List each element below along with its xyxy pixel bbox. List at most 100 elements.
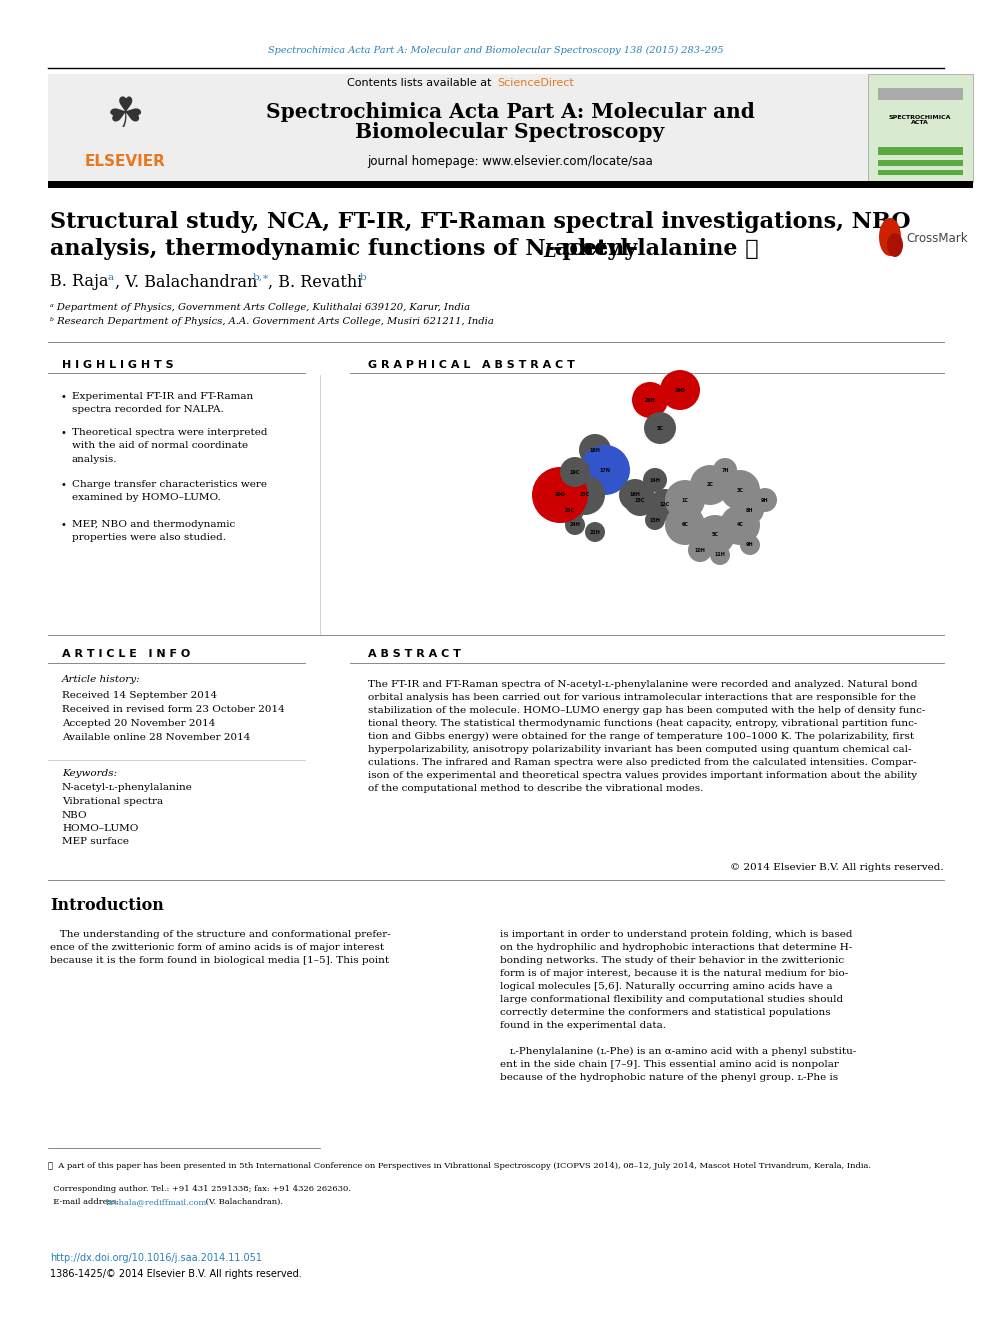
Circle shape [632, 382, 668, 418]
Text: stabilization of the molecule. HOMO–LUMO energy gap has been computed with the h: stabilization of the molecule. HOMO–LUMO… [368, 706, 926, 714]
Text: because it is the form found in biological media [1–5]. This point: because it is the form found in biologic… [50, 957, 389, 964]
Text: 6C: 6C [682, 523, 688, 528]
Circle shape [720, 470, 760, 509]
Ellipse shape [887, 233, 903, 257]
Text: found in the experimental data.: found in the experimental data. [500, 1021, 666, 1031]
Text: culations. The infrared and Raman spectra were also predicted from the calculate: culations. The infrared and Raman spectr… [368, 758, 917, 767]
Bar [878, 160, 963, 165]
Text: b,∗: b,∗ [253, 273, 270, 282]
Text: B. Raja: B. Raja [50, 274, 108, 291]
Bar [878, 169, 963, 175]
Bar [48, 74, 868, 183]
Text: ence of the zwitterionic form of amino acids is of major interest: ence of the zwitterionic form of amino a… [50, 943, 384, 953]
Text: Introduction: Introduction [50, 897, 164, 913]
Text: 9H: 9H [746, 542, 754, 548]
Text: ScienceDirect: ScienceDirect [497, 78, 573, 89]
Text: E-mail address:: E-mail address: [48, 1199, 122, 1207]
Text: b: b [360, 273, 367, 282]
Text: on the hydrophilic and hydrophobic interactions that determine H-: on the hydrophilic and hydrophobic inter… [500, 943, 852, 953]
Text: Vibrational spectra: Vibrational spectra [62, 796, 163, 806]
Text: with the aid of normal coordinate: with the aid of normal coordinate [72, 442, 248, 451]
Circle shape [565, 515, 585, 534]
Text: examined by HOMO–LUMO.: examined by HOMO–LUMO. [72, 493, 221, 503]
Text: (V. Balachandran).: (V. Balachandran). [203, 1199, 283, 1207]
Circle shape [753, 488, 777, 512]
Text: 28H: 28H [645, 397, 656, 402]
Text: 23C: 23C [580, 492, 590, 497]
Text: , B. Revathi: , B. Revathi [268, 274, 362, 291]
Text: -phenylalanine ☆: -phenylalanine ☆ [553, 238, 759, 261]
Text: 5C: 5C [711, 532, 718, 537]
Bar [878, 89, 963, 101]
Circle shape [688, 538, 712, 562]
Text: spectra recorded for NALPA.: spectra recorded for NALPA. [72, 406, 224, 414]
Text: , V. Balachandran: , V. Balachandran [115, 274, 257, 291]
Text: 9H: 9H [761, 497, 769, 503]
Text: 13H: 13H [650, 517, 661, 523]
Circle shape [665, 505, 705, 545]
Text: •: • [60, 520, 65, 531]
Text: 8H: 8H [746, 508, 754, 512]
Text: 24H: 24H [569, 523, 580, 528]
Text: 1C: 1C [682, 497, 688, 503]
Text: of the computational method to describe the vibrational modes.: of the computational method to describe … [368, 785, 703, 792]
Text: NBO: NBO [62, 811, 87, 819]
Text: brshala@rediffmail.com: brshala@rediffmail.com [106, 1199, 207, 1207]
Text: 1386-1425/© 2014 Elsevier B.V. All rights reserved.: 1386-1425/© 2014 Elsevier B.V. All right… [50, 1269, 302, 1279]
Text: Keywords:: Keywords: [62, 770, 117, 778]
Text: http://dx.doi.org/10.1016/j.saa.2014.11.051: http://dx.doi.org/10.1016/j.saa.2014.11.… [50, 1253, 262, 1263]
Text: logical molecules [5,6]. Naturally occurring amino acids have a: logical molecules [5,6]. Naturally occur… [500, 982, 832, 991]
Text: A B S T R A C T: A B S T R A C T [368, 650, 461, 659]
Text: tional theory. The statistical thermodynamic functions (heat capacity, entropy, : tional theory. The statistical thermodyn… [368, 718, 918, 728]
Text: 4C: 4C [737, 523, 743, 528]
Text: HOMO–LUMO: HOMO–LUMO [62, 824, 138, 833]
Text: journal homepage: www.elsevier.com/locate/saa: journal homepage: www.elsevier.com/locat… [367, 156, 653, 168]
Text: L: L [543, 243, 556, 261]
Text: analysis, thermodynamic functions of N-acetyl-: analysis, thermodynamic functions of N-a… [50, 238, 638, 261]
Text: Spectrochimica Acta Part A: Molecular and Biomolecular Spectroscopy 138 (2015) 2: Spectrochimica Acta Part A: Molecular an… [268, 45, 724, 54]
Text: 10H: 10H [694, 548, 705, 553]
Text: Spectrochimica Acta Part A: Molecular and: Spectrochimica Acta Part A: Molecular an… [266, 102, 755, 122]
Text: analysis.: analysis. [72, 455, 117, 464]
Text: Received in revised form 23 October 2014: Received in revised form 23 October 2014 [62, 705, 285, 713]
Text: 12C: 12C [660, 503, 671, 508]
Text: ʟ-Phenylalanine (ʟ-Phe) is an α-amino acid with a phenyl substitu-: ʟ-Phenylalanine (ʟ-Phe) is an α-amino ac… [500, 1046, 856, 1056]
Circle shape [690, 464, 730, 505]
Text: ᵃ Department of Physics, Government Arts College, Kulithalai 639120, Karur, Indi: ᵃ Department of Physics, Government Arts… [50, 303, 470, 312]
Text: properties were also studied.: properties were also studied. [72, 533, 226, 542]
Text: MEP, NBO and thermodynamic: MEP, NBO and thermodynamic [72, 520, 235, 529]
Circle shape [579, 434, 611, 466]
Text: form is of major interest, because it is the natural medium for bio-: form is of major interest, because it is… [500, 968, 848, 978]
Text: ★  A part of this paper has been presented in 5th International Conference on Pe: ★ A part of this paper has been presente… [48, 1162, 871, 1170]
Text: •: • [60, 429, 65, 438]
Text: 7H: 7H [721, 467, 729, 472]
Text: orbital analysis has been carried out for various intramolecular interactions th: orbital analysis has been carried out fo… [368, 693, 916, 703]
Circle shape [624, 484, 656, 516]
Circle shape [643, 468, 667, 492]
Text: Structural study, NCA, FT-IR, FT-Raman spectral investigations, NBO: Structural study, NCA, FT-IR, FT-Raman s… [50, 210, 911, 233]
Text: 17N: 17N [599, 467, 610, 472]
Circle shape [720, 505, 760, 545]
Text: Experimental FT-IR and FT-Raman: Experimental FT-IR and FT-Raman [72, 392, 253, 401]
Text: Theoretical spectra were interpreted: Theoretical spectra were interpreted [72, 429, 268, 437]
Text: 5C: 5C [657, 426, 664, 430]
Text: bonding networks. The study of their behavior in the zwitterionic: bonding networks. The study of their beh… [500, 957, 844, 964]
Circle shape [695, 515, 735, 556]
Text: 3C: 3C [737, 487, 743, 492]
Circle shape [740, 534, 760, 556]
Circle shape [644, 411, 676, 445]
Text: The FT-IR and FT-Raman spectra of N-acetyl-ʟ-phenylalanine were recorded and ana: The FT-IR and FT-Raman spectra of N-acet… [368, 680, 918, 689]
Text: 19C: 19C [569, 470, 580, 475]
Circle shape [619, 479, 651, 511]
Text: 20O: 20O [555, 492, 565, 497]
Text: correctly determine the conformers and statistical populations: correctly determine the conformers and s… [500, 1008, 830, 1017]
Text: because of the hydrophobic nature of the phenyl group. ʟ-Phe is: because of the hydrophobic nature of the… [500, 1073, 838, 1082]
Text: 14H: 14H [650, 478, 661, 483]
Circle shape [585, 523, 605, 542]
Text: Biomolecular Spectroscopy: Biomolecular Spectroscopy [355, 122, 665, 142]
Text: 16H: 16H [630, 492, 641, 497]
Text: 26O: 26O [675, 388, 685, 393]
Text: 21C: 21C [564, 508, 575, 512]
Bar [48, 181, 973, 188]
Text: is important in order to understand protein folding, which is based: is important in order to understand prot… [500, 930, 852, 939]
